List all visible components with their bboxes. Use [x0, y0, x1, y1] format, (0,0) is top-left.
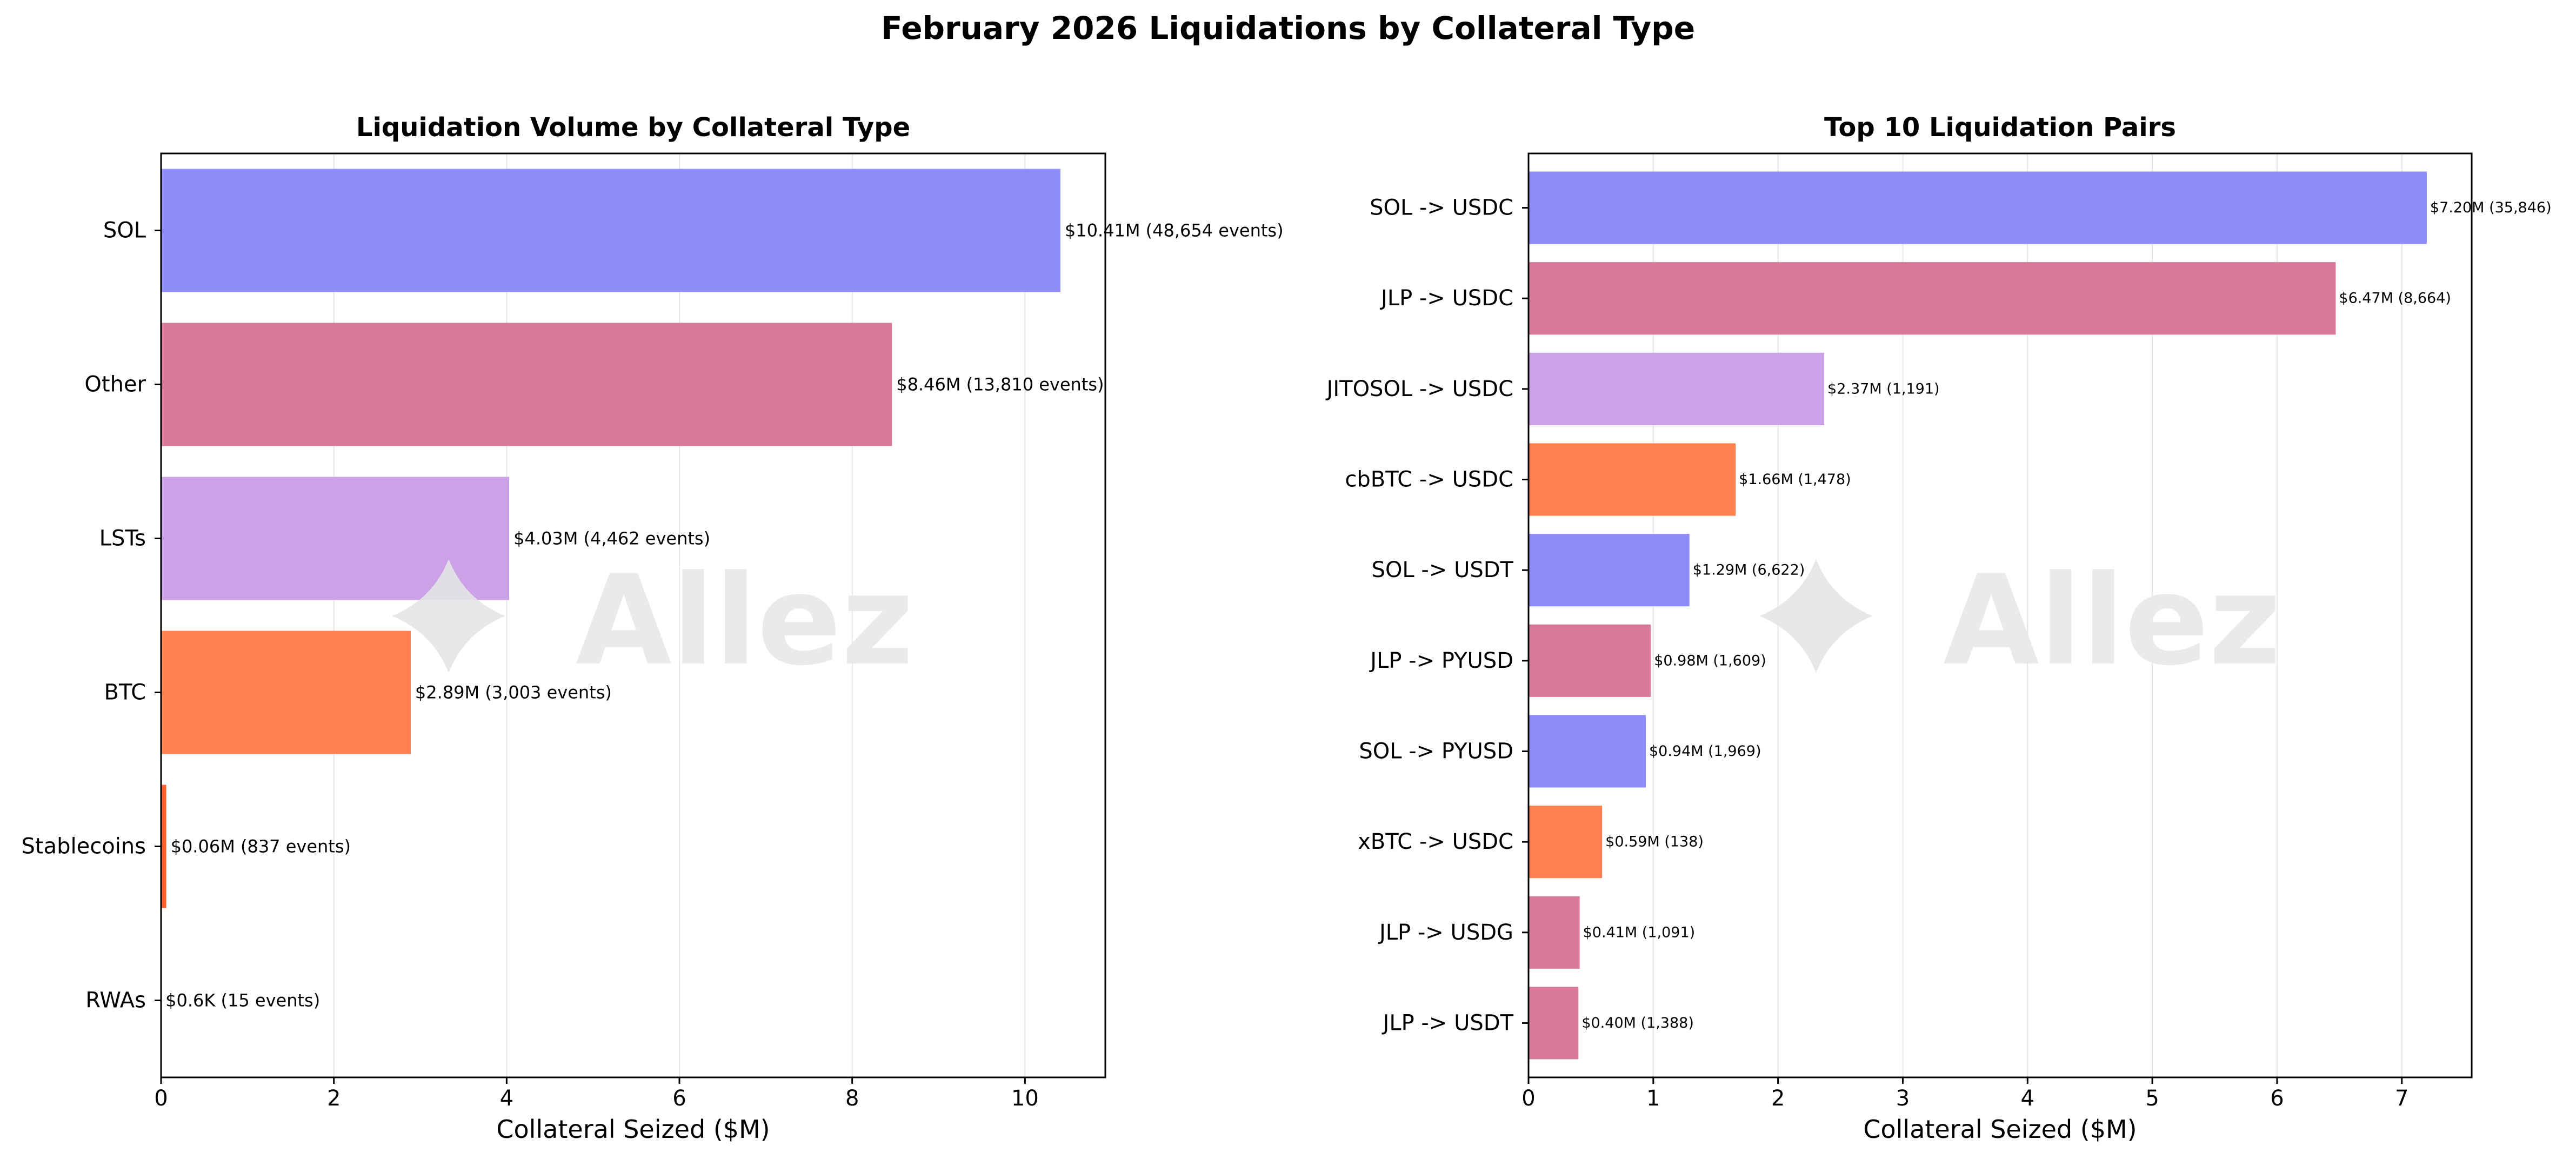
- bar-other: [161, 323, 892, 446]
- bar-sol-pyusd: [1529, 715, 1646, 788]
- x-axis-label: Collateral Seized ($M): [1863, 1115, 2137, 1144]
- data-label: $0.06M (837 events): [171, 836, 351, 857]
- bar-sol-usdt: [1529, 534, 1690, 607]
- x-tick-label: 4: [500, 1086, 513, 1111]
- data-label: $0.40M (1,388): [1581, 1015, 1694, 1031]
- bar-cbbtc-usdc: [1529, 443, 1736, 516]
- y-tick-label: RWAs: [85, 988, 146, 1013]
- x-tick-label: 2: [1771, 1086, 1785, 1111]
- watermark-text: Allez: [1943, 549, 2281, 693]
- bar-jlp-usdg: [1529, 896, 1580, 969]
- data-label: $0.41M (1,091): [1583, 924, 1696, 941]
- data-label: $4.03M (4,462 events): [513, 528, 710, 549]
- x-axis-label: Collateral Seized ($M): [496, 1115, 770, 1144]
- data-label: $2.37M (1,191): [1827, 380, 1940, 397]
- plot-frame: [1527, 152, 2473, 1078]
- data-label: $2.89M (3,003 events): [415, 682, 612, 703]
- x-tick-label: 6: [2270, 1086, 2284, 1111]
- data-label: $0.98M (1,609): [1654, 652, 1766, 669]
- watermark-logo: Allez: [392, 549, 914, 693]
- x-tick-label: 4: [2021, 1086, 2034, 1111]
- y-tick-label: SOL: [103, 218, 146, 243]
- y-tick-label: JLP -> USDT: [1382, 1010, 1514, 1035]
- y-tick-label: xBTC -> USDC: [1358, 829, 1513, 854]
- x-tick-label: 8: [845, 1086, 859, 1111]
- data-label: $0.6K (15 events): [165, 990, 320, 1011]
- data-label: $8.46M (13,810 events): [896, 374, 1104, 395]
- bar-btc: [161, 631, 411, 754]
- y-tick-label: SOL -> PYUSD: [1359, 739, 1513, 763]
- y-tick-label: BTC: [104, 680, 146, 705]
- data-label: $6.47M (8,664): [2339, 290, 2451, 307]
- data-label: $1.66M (1,478): [1739, 471, 1851, 488]
- y-tick-label: cbBTC -> USDC: [1345, 467, 1513, 492]
- data-label: $0.94M (1,969): [1649, 743, 1761, 760]
- x-tick-label: 5: [2145, 1086, 2159, 1111]
- y-tick-label: SOL -> USDT: [1372, 558, 1514, 582]
- y-tick-label: JLP -> USDC: [1379, 286, 1513, 311]
- chart-title: Liquidation Volume by Collateral Type: [356, 112, 910, 143]
- y-tick-label: JITOSOL -> USDC: [1325, 377, 1513, 401]
- x-tick-label: 6: [672, 1086, 686, 1111]
- y-tick-label: JLP -> USDG: [1378, 920, 1513, 945]
- data-label: $0.59M (138): [1605, 834, 1704, 850]
- x-tick-label: 10: [1011, 1086, 1039, 1111]
- watermark-logo: Allez: [1759, 549, 2281, 693]
- bar-sol: [161, 169, 1060, 292]
- bar-jlp-usdc: [1529, 262, 2336, 335]
- chart-title: Top 10 Liquidation Pairs: [1824, 112, 2176, 143]
- data-label: $10.41M (48,654 events): [1065, 220, 1284, 241]
- chart-top-pairs: Allez $7.20M (35,846) $6.47M (8,664) $2.37M…: [1325, 112, 2552, 1144]
- y-tick-label: LSTs: [99, 526, 146, 551]
- x-tick-label: 1: [1646, 1086, 1660, 1111]
- bar-stablecoins: [161, 785, 166, 908]
- chart-collateral-type: Allez $10.41M (48,654 events) $8.46M (13,8…: [22, 112, 1284, 1144]
- x-tick-label: 7: [2395, 1086, 2408, 1111]
- watermark-star-icon: [392, 559, 505, 673]
- bar-xbtc-usdc: [1529, 806, 1603, 879]
- bar-jlp-usdt: [1529, 987, 1579, 1060]
- y-tick-label: Other: [84, 372, 146, 397]
- data-label: $7.20M (35,846): [2430, 199, 2552, 216]
- bar-sol-usdc: [1529, 171, 2427, 244]
- x-tick-label: 0: [154, 1086, 168, 1111]
- figure-title: February 2026 Liquidations by Collateral…: [881, 10, 1695, 46]
- plot-frame: [160, 152, 1106, 1078]
- x-tick-label: 2: [327, 1086, 341, 1111]
- bar-jlp-pyusd: [1529, 624, 1651, 697]
- x-tick-label: 0: [1521, 1086, 1535, 1111]
- x-tick-label: 3: [1896, 1086, 1910, 1111]
- y-tick-label: SOL -> USDC: [1370, 196, 1513, 220]
- watermark-text: Allez: [576, 549, 914, 693]
- y-tick-label: Stablecoins: [22, 834, 146, 859]
- bar-jitosol-usdc: [1529, 352, 1825, 425]
- data-label: $1.29M (6,622): [1693, 562, 1805, 579]
- watermark-star-icon: [1759, 559, 1873, 673]
- y-tick-label: JLP -> PYUSD: [1369, 648, 1513, 673]
